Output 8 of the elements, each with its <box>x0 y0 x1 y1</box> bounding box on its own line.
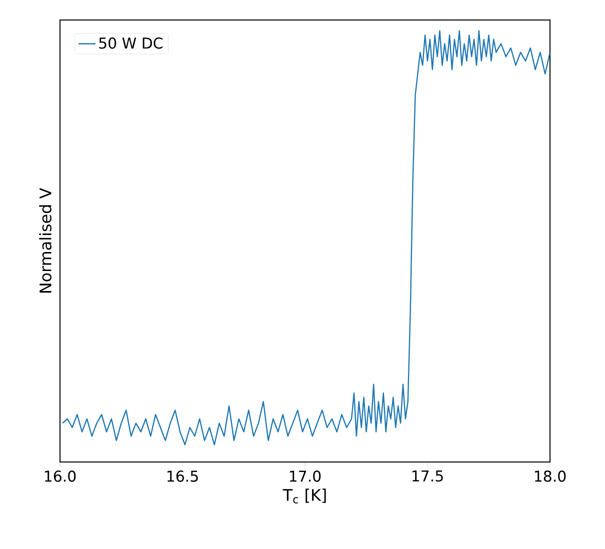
x-axis-title: T$_{c}$ [K] <box>282 488 326 504</box>
legend-label: 50 W DC <box>99 37 162 49</box>
y-axis-title: Normalised V <box>39 188 52 293</box>
x-tick-label: 16.0 <box>45 470 76 482</box>
x-tick-label: 17.0 <box>290 470 321 482</box>
x-tick-label: 17.5 <box>412 470 443 482</box>
x-tick-label: 16.5 <box>168 470 198 482</box>
x-tick-label: 18.0 <box>535 470 566 482</box>
